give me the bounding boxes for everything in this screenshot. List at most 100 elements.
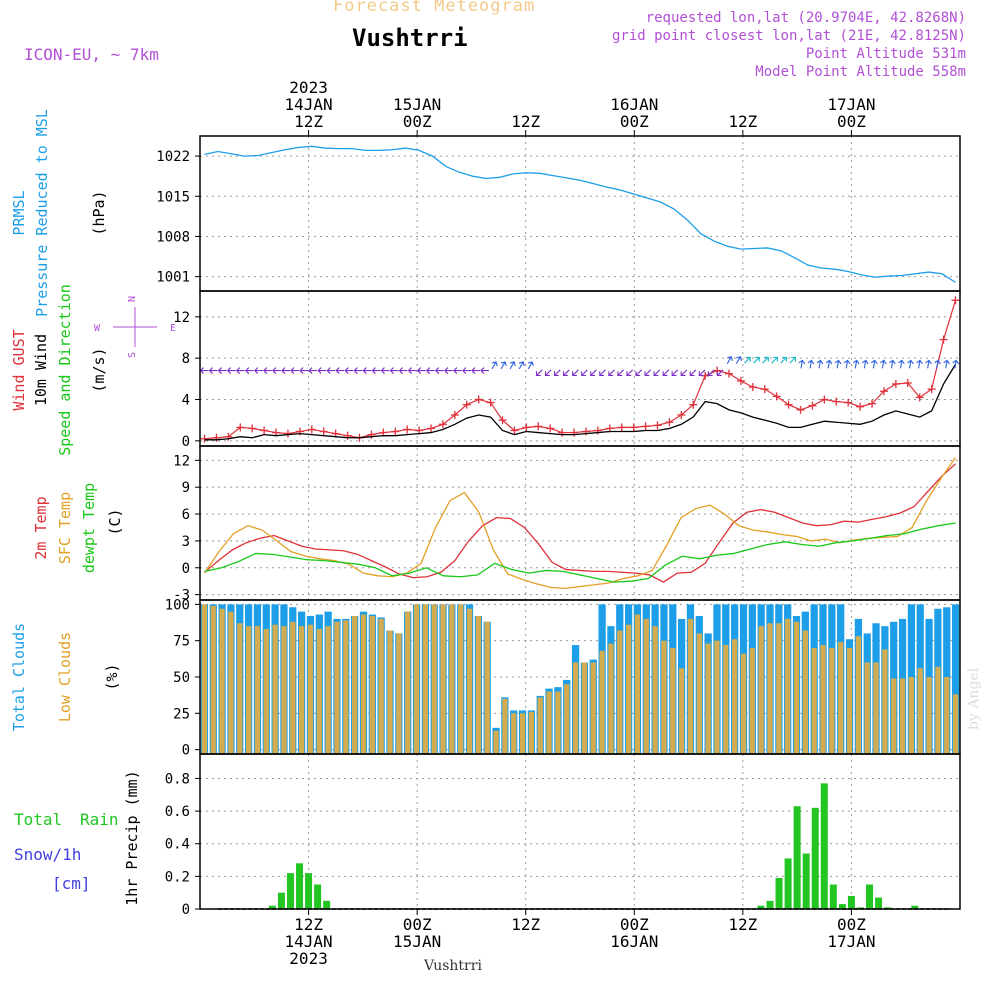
wind-direction-arrow	[798, 359, 806, 369]
wind-direction-arrow	[208, 367, 218, 374]
low-cloud-bar	[502, 698, 508, 754]
low-cloud-bar	[413, 604, 420, 754]
low-cloud-bar	[785, 618, 791, 754]
low-cloud-bar	[855, 636, 861, 754]
wind-direction-arrow	[744, 356, 751, 364]
grid-point-coordinates: grid point closest lon,lat (21E, 42.8125…	[611, 28, 966, 44]
wind-direction-arrow	[254, 367, 263, 374]
rain-bar	[866, 884, 874, 909]
rain-bar	[802, 853, 810, 909]
rain-bar	[305, 873, 313, 909]
time-label-top: 14JAN	[284, 95, 332, 114]
footer-location: Vushtrri	[424, 958, 482, 974]
low-cloud-bar	[670, 647, 676, 754]
wind-direction-arrow	[554, 369, 561, 377]
gust-marker	[748, 383, 757, 392]
low-cloud-bar	[316, 629, 322, 754]
wind-direction-arrow	[662, 369, 670, 377]
wind-direction-arrow	[572, 369, 579, 377]
total-label: Total	[14, 810, 62, 829]
gust-marker	[558, 428, 567, 437]
low-cloud-bar	[679, 668, 685, 754]
gust-marker	[641, 422, 650, 431]
wind-direction-arrow	[907, 359, 914, 369]
y-tick-label: 1008	[156, 229, 190, 245]
wind-direction-arrow	[453, 367, 462, 374]
wind-direction-arrow	[344, 367, 354, 374]
low-cloud-bar	[749, 647, 755, 754]
low-cloud-bar	[838, 642, 844, 754]
wind-direction-arrow	[925, 359, 932, 369]
dewpt-temp-label: dewpt Temp	[80, 483, 98, 573]
low-cloud-bar	[325, 626, 331, 754]
low-cloud-bar	[343, 620, 349, 754]
gust-marker	[796, 405, 805, 414]
rain-bar	[286, 873, 294, 909]
wind-direction-arrow	[617, 369, 624, 377]
gust-marker	[450, 411, 459, 419]
wind-direction-arrow	[852, 359, 860, 369]
wind-direction-arrow	[281, 367, 290, 374]
low-cloud-bar	[511, 713, 517, 754]
low-cloud-bar	[422, 604, 428, 754]
gust-marker	[403, 425, 412, 434]
wind-direction-arrow	[753, 356, 760, 364]
y-tick-label: 25	[173, 706, 190, 722]
low-cloud-bar	[740, 653, 747, 754]
y-tick-label: 0.4	[165, 837, 190, 853]
gust-marker	[724, 369, 733, 378]
low-cloud-bar	[590, 662, 596, 754]
rain-bar	[268, 905, 276, 909]
rain-bar	[766, 900, 774, 909]
wind-direction-arrow	[362, 367, 372, 374]
rain-bar	[847, 895, 855, 909]
wind-label: 10m Wind	[32, 334, 50, 406]
wind-direction-arrow	[244, 367, 254, 374]
wind-direction-arrow	[590, 369, 597, 377]
low-cloud-bar	[387, 630, 393, 754]
wind-direction-arrow	[581, 369, 588, 377]
wind-direction-arrow	[825, 359, 833, 369]
gust-marker	[939, 335, 948, 344]
gust-marker	[283, 429, 292, 438]
rain-bar	[820, 783, 828, 909]
time-label-bottom: 00Z	[837, 915, 866, 934]
low-cloud-bar	[723, 645, 729, 754]
wind-direction-arrow	[626, 369, 633, 377]
wind-direction-arrow	[544, 369, 552, 377]
wind-direction-arrow	[635, 369, 643, 377]
low-cloud-bar	[714, 640, 720, 754]
y-tick-label: 0.8	[165, 771, 190, 787]
low-cloud-bar	[899, 678, 906, 754]
wind-direction-arrow	[762, 356, 769, 364]
low-cloud-bar	[599, 650, 605, 754]
point-altitude: Point Altitude 531m	[805, 46, 966, 62]
low-cloud-bar	[334, 621, 340, 754]
time-label-bottom: 12Z	[728, 915, 757, 934]
gust-marker	[665, 418, 674, 427]
wind-direction-arrow	[943, 359, 951, 369]
wind-direction-arrow	[371, 367, 381, 374]
gust-marker	[903, 378, 912, 387]
wind-direction-arrow	[771, 356, 778, 364]
y-tick-label: 1015	[156, 189, 190, 205]
y-tick-label: 75	[173, 634, 190, 650]
wind-direction-arrow	[299, 367, 309, 374]
wind-direction-arrow	[380, 367, 390, 374]
rain-bar	[875, 897, 883, 909]
wind-direction-arrow	[471, 367, 480, 374]
low-cloud-bar	[378, 618, 384, 754]
time-label-top: 00Z	[837, 112, 866, 131]
wind-direction-label: Speed and Direction	[56, 284, 74, 456]
low-cloud-bar	[307, 624, 314, 754]
rain-bar	[811, 807, 819, 909]
low-cloud-bar	[908, 677, 915, 754]
wind-direction-arrow	[898, 359, 905, 369]
wind-direction-arrow	[671, 369, 679, 377]
low-cloud-bar	[466, 608, 473, 754]
gust-marker	[677, 411, 686, 419]
low-cloud-bar	[254, 626, 261, 754]
wind-direction-arrow	[326, 367, 336, 374]
gust-line	[204, 300, 957, 440]
